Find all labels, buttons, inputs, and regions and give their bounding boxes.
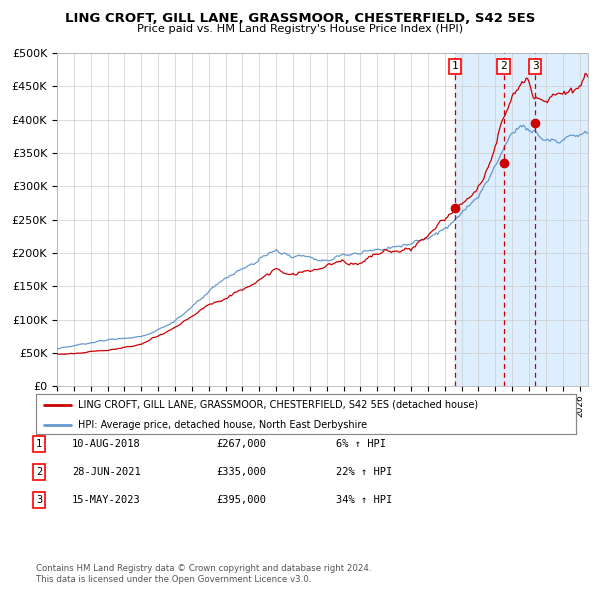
Text: 10-AUG-2018: 10-AUG-2018 — [72, 439, 141, 448]
Text: LING CROFT, GILL LANE, GRASSMOOR, CHESTERFIELD, S42 5ES: LING CROFT, GILL LANE, GRASSMOOR, CHESTE… — [65, 12, 535, 25]
Text: 1: 1 — [36, 439, 42, 448]
Text: 1: 1 — [452, 61, 458, 71]
Text: This data is licensed under the Open Government Licence v3.0.: This data is licensed under the Open Gov… — [36, 575, 311, 584]
Text: 15-MAY-2023: 15-MAY-2023 — [72, 496, 141, 505]
Text: LING CROFT, GILL LANE, GRASSMOOR, CHESTERFIELD, S42 5ES (detached house): LING CROFT, GILL LANE, GRASSMOOR, CHESTE… — [78, 400, 478, 410]
Text: Price paid vs. HM Land Registry's House Price Index (HPI): Price paid vs. HM Land Registry's House … — [137, 24, 463, 34]
Text: £335,000: £335,000 — [216, 467, 266, 477]
Text: 3: 3 — [532, 61, 539, 71]
Text: £267,000: £267,000 — [216, 439, 266, 448]
Text: 34% ↑ HPI: 34% ↑ HPI — [336, 496, 392, 505]
Text: Contains HM Land Registry data © Crown copyright and database right 2024.: Contains HM Land Registry data © Crown c… — [36, 565, 371, 573]
Text: 22% ↑ HPI: 22% ↑ HPI — [336, 467, 392, 477]
Text: HPI: Average price, detached house, North East Derbyshire: HPI: Average price, detached house, Nort… — [78, 420, 367, 430]
Text: £395,000: £395,000 — [216, 496, 266, 505]
Text: 28-JUN-2021: 28-JUN-2021 — [72, 467, 141, 477]
Text: 6% ↑ HPI: 6% ↑ HPI — [336, 439, 386, 448]
Text: 2: 2 — [36, 467, 42, 477]
Text: 2: 2 — [500, 61, 507, 71]
Text: 3: 3 — [36, 496, 42, 505]
Bar — [455, 53, 588, 386]
